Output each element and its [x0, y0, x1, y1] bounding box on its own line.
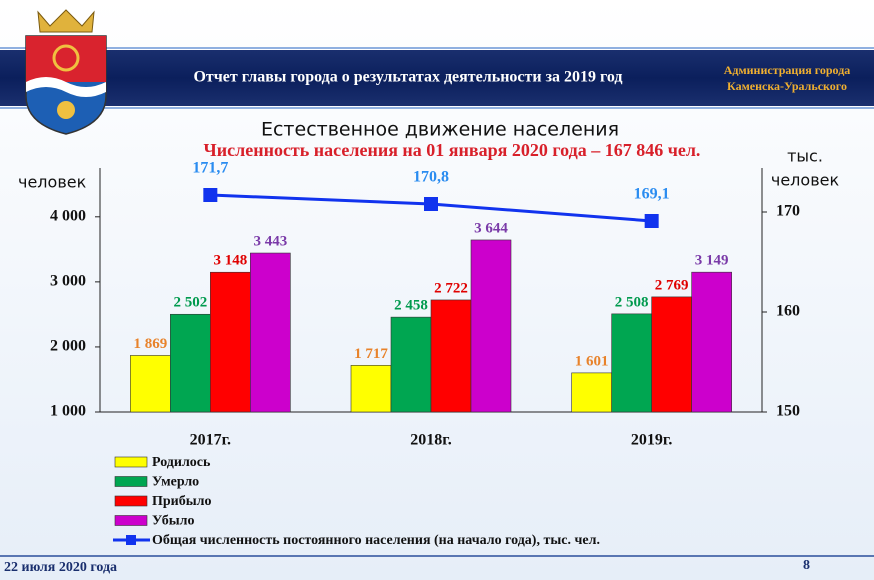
y-axis-label: человек — [18, 173, 87, 192]
line-marker — [203, 188, 218, 202]
y2-tick-label: 150 — [776, 403, 800, 420]
value-label: 170,8 — [413, 169, 449, 186]
y-tick-label: 3 000 — [50, 273, 86, 290]
coat-of-arms — [25, 9, 107, 135]
footer-page: 8 — [803, 558, 810, 573]
legend-label: Умерло — [152, 475, 199, 490]
legend-swatch — [114, 495, 148, 507]
bar — [130, 355, 171, 413]
bar — [350, 365, 392, 413]
header-band — [0, 50, 874, 106]
bar — [470, 239, 512, 413]
chart-title: Естественное движение населения — [261, 119, 619, 141]
line-marker — [644, 214, 659, 228]
bar — [691, 271, 732, 413]
value-label: 2 769 — [655, 277, 689, 293]
legend-label: Убыло — [152, 514, 195, 529]
legend-swatch — [114, 515, 148, 526]
legend-label: Общая численность постоянного населения … — [152, 533, 600, 548]
bar — [430, 299, 472, 413]
header-org: Каменска-Уральского — [727, 79, 847, 93]
legend-label: Прибыло — [152, 494, 212, 509]
bar — [210, 271, 251, 413]
value-label: 3 149 — [695, 253, 729, 269]
x-tick-label: 2019г. — [631, 432, 672, 449]
bar — [390, 316, 432, 413]
value-label: 2 502 — [173, 295, 207, 311]
bar — [250, 252, 291, 413]
value-label: 3 148 — [213, 253, 247, 269]
legend-marker — [126, 535, 136, 545]
bar — [170, 313, 211, 413]
chart-subtitle: Численность населения на 01 января 2020 … — [204, 140, 701, 160]
value-label: 169,1 — [634, 186, 670, 203]
value-label: 3 644 — [474, 220, 508, 236]
footer-date: 22 июля 2020 года — [4, 560, 117, 575]
y-tick-label: 1 000 — [50, 403, 86, 420]
legend-swatch — [114, 476, 148, 487]
y-tick-label: 2 000 — [50, 338, 86, 355]
y-tick-label: 4 000 — [50, 207, 86, 224]
x-tick-label: 2018г. — [410, 432, 451, 449]
value-label: 3 443 — [253, 233, 287, 249]
bar — [611, 313, 652, 413]
x-tick-label: 2017г. — [190, 432, 231, 449]
y2-axis-label: человек — [771, 171, 840, 190]
header-title: Отчет главы города о результатах деятель… — [193, 69, 622, 86]
value-label: 1 601 — [575, 353, 609, 369]
y2-axis-label: тыс. — [787, 147, 823, 166]
bar — [571, 372, 612, 413]
header-org: Администрация города — [724, 63, 851, 77]
value-label: 2 508 — [615, 294, 649, 310]
value-label: 1 869 — [133, 336, 167, 352]
legend-swatch — [114, 456, 148, 468]
value-label: 2 458 — [394, 298, 428, 314]
value-label: 171,7 — [192, 160, 228, 177]
y2-tick-label: 160 — [776, 303, 800, 320]
bar — [651, 296, 692, 413]
line-marker — [424, 197, 438, 211]
value-label: 1 717 — [354, 346, 388, 362]
value-label: 2 722 — [434, 280, 468, 296]
y2-tick-label: 170 — [776, 203, 800, 220]
legend-label: Родилось — [152, 455, 211, 470]
